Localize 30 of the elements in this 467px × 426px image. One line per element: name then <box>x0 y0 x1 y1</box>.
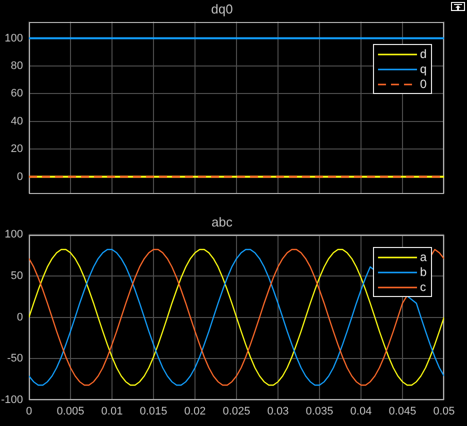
legend-label: b <box>420 264 427 279</box>
y-tick-label: 80 <box>10 60 23 72</box>
legend-label: c <box>420 280 426 294</box>
y-tick-label: -50 <box>7 352 23 365</box>
chart-title: dq0 <box>211 1 233 16</box>
y-tick-label: 50 <box>10 270 23 282</box>
y-tick-label: -100 <box>0 394 23 406</box>
legend-label: q <box>420 62 427 76</box>
chart-title: abc <box>212 214 233 230</box>
x-tick-label: 0.035 <box>306 406 334 418</box>
x-tick-label: 0.025 <box>222 406 250 418</box>
x-tick-label: 0.04 <box>350 406 372 418</box>
y-tick-label: 0 <box>16 170 23 183</box>
y-tick-label: 0 <box>16 311 23 324</box>
x-tick-label: 0.045 <box>388 406 416 418</box>
x-tick-label: 0.005 <box>56 406 84 418</box>
y-tick-label: 40 <box>10 115 23 128</box>
x-tick-label: 0 <box>26 406 32 418</box>
x-tick-label: 0.05 <box>433 406 455 418</box>
y-tick-label: 20 <box>10 143 23 156</box>
legend-label: d <box>420 46 427 61</box>
y-tick-label: 100 <box>4 228 23 241</box>
x-tick-label: 0.015 <box>140 406 168 418</box>
legend-label: a <box>420 250 427 264</box>
x-tick-label: 0.01 <box>101 406 123 418</box>
x-tick-label: 0.03 <box>267 406 289 418</box>
x-tick-label: 0.02 <box>184 406 206 418</box>
legend-label: 0 <box>420 76 427 91</box>
y-tick-label: 100 <box>4 32 23 44</box>
y-tick-label: 60 <box>10 88 23 100</box>
